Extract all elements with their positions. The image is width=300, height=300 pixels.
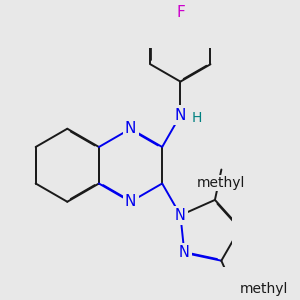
Text: N: N: [175, 208, 186, 223]
Text: N: N: [179, 245, 190, 260]
Text: methyl: methyl: [197, 176, 246, 190]
Text: H: H: [192, 111, 202, 125]
Text: N: N: [125, 121, 136, 136]
Text: F: F: [176, 5, 185, 20]
Text: N: N: [125, 194, 136, 209]
Text: N: N: [175, 108, 186, 123]
Text: methyl: methyl: [239, 282, 288, 296]
